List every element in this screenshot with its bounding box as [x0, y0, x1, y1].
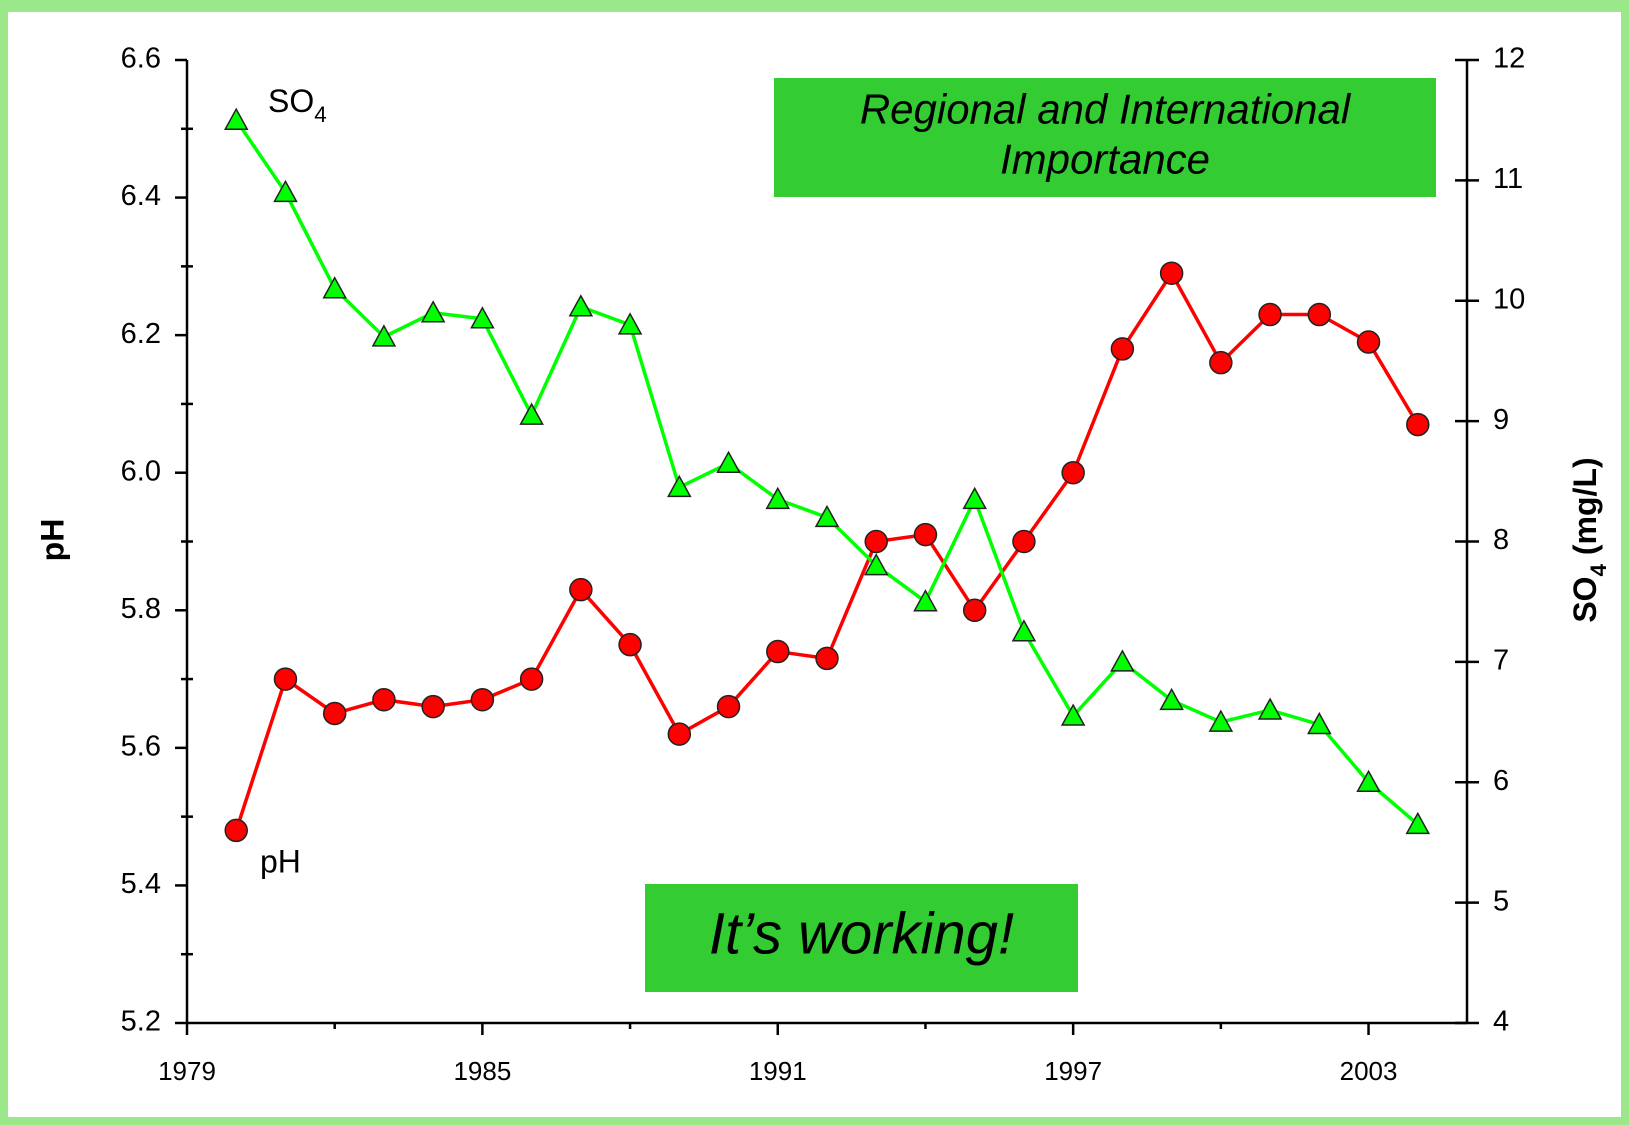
y2-tick-label: 10 — [1493, 283, 1525, 315]
point — [766, 639, 790, 664]
point — [273, 667, 298, 691]
y2-tick-label: 12 — [1493, 43, 1525, 75]
point — [962, 486, 987, 510]
point — [470, 687, 495, 712]
point — [765, 486, 791, 510]
y2-tick-label: 5 — [1493, 885, 1509, 917]
point — [1060, 703, 1086, 726]
annotation-text: It’s working! — [709, 901, 1014, 966]
x-tick-label: 1979 — [158, 1056, 216, 1086]
x-tick-label: 1997 — [1044, 1056, 1102, 1086]
annotation-text: Importance — [1000, 136, 1210, 183]
point — [1011, 619, 1037, 642]
point — [1110, 649, 1135, 672]
point — [1356, 769, 1381, 792]
y2-tick-label: 8 — [1493, 524, 1509, 556]
point — [814, 504, 840, 528]
point — [1061, 460, 1085, 485]
point — [223, 107, 249, 130]
point — [1258, 302, 1282, 327]
point — [519, 402, 544, 425]
point — [569, 577, 593, 602]
y2-tick-label: 9 — [1493, 404, 1509, 436]
point — [1307, 711, 1332, 735]
point — [716, 450, 741, 474]
point — [1159, 261, 1184, 285]
x-tick-label: 2003 — [1340, 1056, 1398, 1086]
point — [371, 324, 397, 347]
annotation-text: Regional and International — [860, 86, 1352, 133]
point — [1110, 337, 1135, 361]
point — [1356, 330, 1381, 354]
point — [273, 179, 298, 203]
y-tick-label: 6.6 — [121, 43, 161, 75]
y2-tick-label: 11 — [1493, 163, 1523, 195]
y-tick-label: 5.6 — [121, 731, 161, 763]
y-tick-label: 5.2 — [121, 1006, 161, 1038]
point — [1405, 811, 1431, 835]
y2-tick-label: 6 — [1493, 765, 1509, 797]
point — [962, 598, 987, 623]
point — [617, 312, 643, 335]
point — [618, 632, 642, 657]
point — [1209, 350, 1233, 375]
point — [470, 306, 495, 329]
y-axis-label: pH — [34, 519, 70, 562]
point — [1012, 529, 1036, 554]
y-tick-label: 5.8 — [121, 593, 161, 625]
y2-tick-label: 4 — [1493, 1006, 1509, 1038]
x-tick-label: 1991 — [749, 1056, 807, 1086]
point — [913, 589, 938, 612]
y2-tick-label: 7 — [1493, 645, 1509, 677]
point — [1257, 697, 1283, 720]
point — [864, 529, 888, 554]
point — [815, 646, 839, 671]
y-tick-label: 6.4 — [121, 180, 161, 212]
point — [667, 474, 692, 498]
point — [863, 553, 889, 576]
y-tick-label: 6.0 — [121, 455, 161, 487]
point — [1307, 302, 1332, 327]
y2-axis-label: SO4 (mg/L) — [1567, 457, 1611, 622]
point — [716, 694, 741, 719]
point — [224, 818, 248, 843]
x-tick-label: 1985 — [453, 1056, 511, 1086]
point — [1406, 412, 1430, 437]
point — [322, 701, 347, 726]
series-label: SO4 — [268, 83, 327, 127]
point — [372, 687, 396, 712]
point — [421, 694, 445, 719]
point — [1208, 709, 1234, 732]
y-tick-label: 6.2 — [121, 318, 161, 350]
point — [568, 294, 594, 317]
point — [1159, 687, 1184, 711]
annotation-box — [645, 884, 1078, 992]
series-label: pH — [260, 843, 301, 879]
y-tick-label: 5.4 — [121, 868, 161, 900]
point — [322, 276, 347, 299]
point — [519, 667, 544, 691]
point — [913, 522, 938, 547]
annotation-box — [774, 78, 1436, 197]
point — [667, 722, 692, 746]
point — [420, 300, 446, 323]
